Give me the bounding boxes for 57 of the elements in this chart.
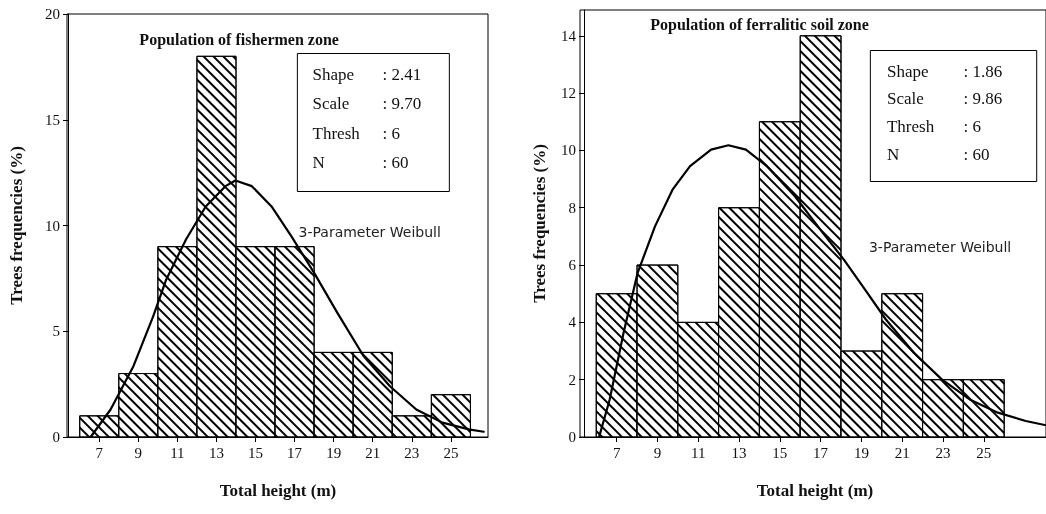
chart-title: Population of ferralitic soil zone	[650, 15, 869, 34]
x-tick-label: 13	[208, 444, 224, 461]
annotation: 3-Parameter Weibull	[298, 224, 441, 240]
y-tick-label: 2	[568, 371, 576, 388]
annotation: Thresh	[886, 117, 935, 136]
x-tick-label: 7	[612, 444, 621, 461]
y-axis-title: Trees frequencies (%)	[7, 146, 26, 305]
annotation: Shape	[886, 61, 929, 81]
x-tick-label: 9	[134, 444, 143, 461]
y-tick-label: 15	[45, 111, 60, 128]
x-tick-label: 17	[813, 444, 829, 461]
x-tick-label: 9	[653, 444, 662, 461]
x-tick-label: 15	[772, 444, 788, 461]
x-tick-label: 23	[404, 444, 420, 461]
x-tick-label: 11	[691, 444, 706, 461]
annotation: Shape	[312, 64, 355, 84]
annotation: : 60	[963, 144, 990, 164]
y-tick-label: 5	[52, 323, 60, 340]
x-tick-label: 7	[95, 444, 104, 461]
annotation: Scale	[312, 94, 350, 113]
x-tick-label: 15	[248, 444, 264, 461]
text: Population of fishermen zone	[139, 30, 339, 49]
annotation: N	[886, 144, 900, 164]
x-tick-label: 25	[976, 444, 992, 461]
x-tick-label: 23	[935, 444, 951, 461]
y-tick-label: 8	[568, 199, 576, 216]
annotation: N	[312, 153, 325, 172]
x-axis-title: Total height (m)	[756, 481, 874, 500]
x-tick-label: 19	[853, 444, 869, 461]
annotation: : 9.86	[963, 89, 1003, 109]
annotation: : 1.86	[963, 61, 1003, 81]
y-tick-label: 4	[568, 314, 577, 331]
y-tick-label: 12	[561, 85, 576, 102]
x-tick-label: 13	[731, 444, 747, 461]
x-axis-title: Total height (m)	[219, 481, 337, 500]
x-tick-label: 25	[443, 444, 459, 461]
y-tick-label: 0	[52, 429, 60, 445]
x-tick-label: 11	[170, 444, 185, 461]
annotation: 3-Parameter Weibull	[868, 239, 1012, 255]
annotation: : 9.70	[382, 94, 422, 113]
annotation: Scale	[886, 89, 924, 109]
annotation: : 60	[382, 153, 409, 172]
annotation: : 2.41	[382, 64, 422, 84]
y-tick-label: 10	[561, 142, 576, 159]
y-tick-label: 14	[561, 27, 577, 44]
x-tick-label: 17	[287, 444, 303, 461]
x-tick-label: 21	[365, 444, 381, 461]
annotation: : 6	[382, 123, 400, 143]
annotation: Thresh	[312, 123, 361, 143]
y-tick-label: 10	[45, 217, 60, 234]
y-axis-title: Trees frequencies (%)	[530, 144, 549, 303]
x-tick-label: 19	[326, 444, 342, 461]
y-tick-label: 0	[568, 429, 576, 445]
annotation: : 6	[963, 117, 981, 136]
y-tick-label: 6	[568, 257, 577, 274]
y-tick-label: 20	[45, 6, 60, 22]
x-tick-label: 21	[894, 444, 910, 461]
